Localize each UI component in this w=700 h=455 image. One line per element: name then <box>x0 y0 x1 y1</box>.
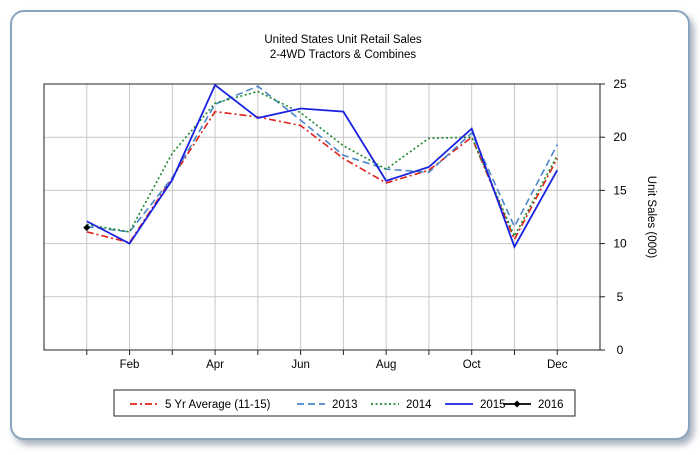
series-line-5-yr-average-11-15- <box>86 110 558 244</box>
series-line-2015 <box>86 83 559 249</box>
series-line-2014 <box>86 90 558 239</box>
legend-box <box>113 389 576 417</box>
chart-subtitle: 2-4WD Tractors & Combines <box>270 49 417 61</box>
x-tick-label: Oct <box>463 359 482 371</box>
plot-area <box>43 83 601 351</box>
legend-label-2013: 2013 <box>332 399 358 411</box>
legend-marker <box>513 400 521 408</box>
y-tick-label: 10 <box>613 237 627 251</box>
legend-label-2014: 2014 <box>406 399 432 411</box>
chart-frame <box>10 10 690 440</box>
series-line-2013 <box>86 85 558 233</box>
x-tick-label: Aug <box>376 359 396 371</box>
chart-title: United States Unit Retail Sales <box>264 34 421 46</box>
legend-label-5-yr-average-11-15-: 5 Yr Average (11-15) <box>165 399 271 411</box>
y-tick-label: 5 <box>617 290 624 304</box>
x-tick-label: Feb <box>120 359 140 371</box>
x-tick-label: Jun <box>291 359 310 371</box>
y-tick-label: 15 <box>613 183 627 197</box>
x-tick-label: Apr <box>206 359 224 371</box>
y-tick-label: 20 <box>613 130 627 144</box>
legend-label-2015: 2015 <box>480 399 506 411</box>
data-point-marker <box>83 224 91 232</box>
legend-label-2016: 2016 <box>538 399 564 411</box>
y-tick-label: 0 <box>617 343 624 357</box>
y-axis-label: Unit Sales (000) <box>645 176 657 259</box>
y-tick-label: 25 <box>613 77 627 91</box>
x-tick-label: Dec <box>547 359 568 371</box>
